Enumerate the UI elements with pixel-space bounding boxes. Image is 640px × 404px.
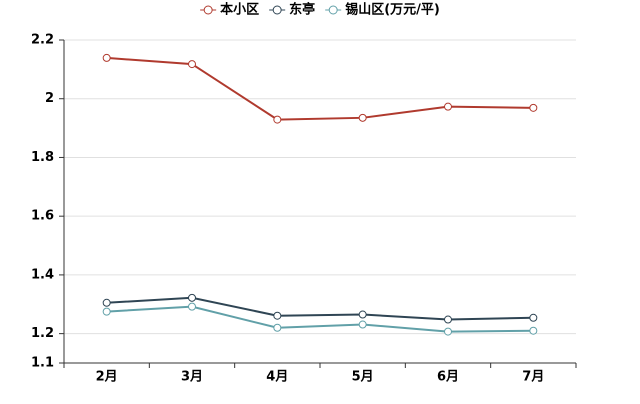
data-point: [444, 327, 452, 336]
series-line: [106, 305, 534, 333]
legend-icon: [328, 5, 338, 15]
data-point: [529, 103, 538, 112]
data-point: [444, 102, 452, 111]
series-line: [106, 296, 534, 321]
data-point: [188, 293, 196, 302]
data-point: [273, 115, 282, 124]
y-tick-label: 1.2: [31, 326, 54, 341]
y-tick-label: 1.6: [31, 209, 54, 224]
y-tick-label: 1.8: [31, 150, 54, 165]
data-point: [529, 326, 538, 335]
x-tick-label: 5月: [352, 370, 374, 385]
x-tick-label: 3月: [181, 370, 203, 385]
legend-label: 锡山区(万元/平): [345, 2, 440, 18]
data-point: [273, 323, 282, 332]
legend-label: 东亭: [289, 2, 315, 18]
legend-label: 本小区: [220, 2, 259, 18]
data-point: [102, 298, 111, 307]
data-point: [188, 60, 196, 69]
legend-icon: [272, 5, 282, 15]
data-point: [444, 315, 452, 324]
y-tick-label: 1.1: [31, 356, 54, 371]
data-point: [273, 311, 282, 320]
x-tick-label: 2月: [96, 370, 118, 385]
series-line: [106, 56, 534, 121]
data-point: [358, 320, 367, 329]
data-point: [358, 310, 367, 319]
data-point: [358, 113, 367, 122]
data-point: [529, 313, 538, 322]
y-tick-label: 1.4: [31, 267, 54, 282]
data-point: [102, 53, 111, 62]
data-point: [102, 307, 111, 316]
y-tick-label: 2: [45, 91, 54, 106]
x-tick-label: 4月: [266, 370, 288, 385]
x-tick-label: 6月: [437, 370, 459, 385]
data-point: [188, 302, 196, 311]
y-tick-label: 2.2: [31, 33, 54, 48]
x-tick-label: 7月: [522, 370, 544, 385]
legend-icon: [203, 5, 213, 15]
